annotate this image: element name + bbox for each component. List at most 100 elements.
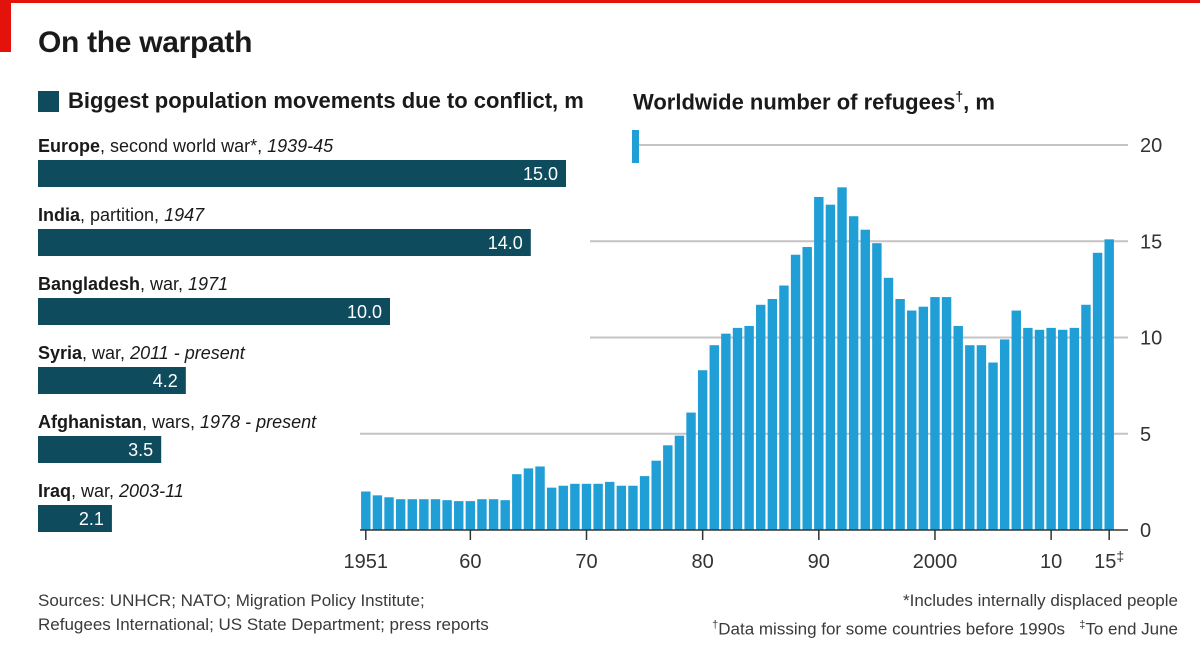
x-tick-label: 2000 — [913, 551, 958, 573]
bar-category-label: Iraq, war, 2003-11 — [38, 481, 184, 501]
right-chart-title: Worldwide number of refugees†, m — [633, 88, 995, 115]
refugee-bar — [419, 499, 429, 530]
refugee-bar — [628, 485, 638, 530]
refugee-bar — [941, 297, 952, 530]
refugee-bar — [407, 499, 417, 530]
footnote-ddagger: ‡ — [1079, 619, 1086, 631]
refugee-bar — [395, 499, 406, 530]
conflict-bar — [38, 229, 531, 256]
x-tick-label: 60 — [459, 551, 481, 573]
x-tick-label: 80 — [692, 551, 714, 573]
conflict-bar — [38, 160, 566, 187]
refugee-bar — [767, 299, 778, 530]
refugee-bar — [442, 500, 452, 530]
footnotes: *Includes internally displaced people †D… — [712, 589, 1178, 642]
conflict-bar — [38, 505, 112, 532]
refugee-bar — [616, 485, 627, 530]
refugee-bar — [546, 487, 557, 530]
conflict-bar-value: 14.0 — [488, 233, 523, 253]
footnote-dagger: † — [712, 619, 719, 631]
refugee-bar — [721, 333, 731, 530]
refugee-bar — [814, 196, 824, 530]
refugee-bar — [802, 247, 812, 530]
refugee-bar — [709, 345, 719, 530]
right-title-dagger: † — [955, 88, 964, 104]
refugee-bar — [1081, 304, 1091, 530]
refugee-bar — [988, 362, 998, 530]
left-legend-label: Biggest population movements due to conf… — [68, 88, 584, 113]
bar-category-label: Syria, war, 2011 - present — [38, 343, 246, 363]
conflict-bar-value: 4.2 — [153, 371, 178, 391]
sources-note: Sources: UNHCR; NATO; Migration Policy I… — [38, 589, 489, 637]
x-tick-label: 90 — [808, 551, 830, 573]
x-tick-label: 15‡ — [1094, 548, 1124, 573]
x-tick-label: 10 — [1040, 551, 1062, 573]
sources-line-1: Sources: UNHCR; NATO; Migration Policy I… — [38, 591, 425, 610]
refugee-bar — [686, 412, 696, 530]
refugee-bar — [732, 327, 743, 530]
refugee-bar — [500, 500, 510, 530]
y-tick-label: 20 — [1140, 135, 1162, 157]
left-legend: Biggest population movements due to conf… — [38, 88, 584, 114]
x-tick-label: 1951 — [344, 551, 389, 573]
refugee-bar — [1011, 310, 1021, 530]
conflict-bar-value: 3.5 — [128, 440, 153, 460]
refugee-bar — [860, 229, 870, 530]
bar-category-label: India, partition, 1947 — [38, 205, 205, 225]
refugee-bar — [512, 474, 522, 530]
refugee-bar — [581, 483, 592, 530]
refugee-bar — [535, 466, 545, 530]
chart-title: On the warpath — [38, 26, 253, 59]
refugee-bar — [825, 204, 836, 531]
refugee-bar — [639, 476, 650, 530]
bar-category-label: Europe, second world war*, 1939-45 — [38, 136, 334, 156]
refugee-bar — [558, 485, 568, 530]
y-tick-label: 5 — [1140, 424, 1151, 446]
refugee-bar — [674, 435, 685, 530]
refugee-bar — [477, 499, 487, 530]
refugee-bar — [372, 495, 383, 530]
refugee-bar — [570, 483, 580, 530]
refugee-bar — [837, 187, 847, 530]
refugee-bar — [790, 254, 801, 530]
conflict-bar — [38, 436, 162, 463]
refugee-bar — [430, 499, 441, 530]
refugee-bar — [907, 310, 917, 530]
y-tick-label: 10 — [1140, 328, 1162, 350]
y-tick-label: 0 — [1140, 520, 1151, 542]
refugee-bar — [454, 501, 464, 530]
refugee-bar — [976, 345, 987, 530]
refugee-bar — [1058, 329, 1068, 530]
refugee-bar — [953, 325, 963, 530]
footnote-data-missing: Data missing for some countries before 1… — [718, 619, 1066, 639]
accent-marker — [632, 130, 639, 163]
refugee-bar — [697, 370, 708, 530]
bar-category-label: Bangladesh, war, 1971 — [38, 274, 228, 294]
bar-category-label: Afghanistan, wars, 1978 - present — [38, 412, 317, 432]
refugee-bar — [744, 325, 754, 530]
refugee-bar — [1023, 327, 1033, 530]
refugee-bar — [930, 297, 940, 530]
conflict-bar-value: 15.0 — [523, 164, 558, 184]
legend-swatch — [38, 90, 59, 112]
refugee-bar — [1092, 252, 1103, 531]
top-rule — [0, 0, 1200, 3]
conflict-bar — [38, 367, 186, 394]
footnote-line-2: †Data missing for some countries before … — [712, 613, 1178, 642]
refugee-bar — [848, 216, 859, 530]
refugee-bar — [779, 285, 789, 530]
conflict-bar-value: 10.0 — [347, 302, 382, 322]
refugee-bar — [1069, 327, 1080, 530]
refugee-bar — [361, 491, 371, 530]
refugee-bar — [1104, 239, 1114, 530]
right-title-main: Worldwide number of refugees — [633, 89, 956, 115]
y-tick-label: 15 — [1140, 231, 1162, 253]
refugee-bar — [918, 306, 929, 530]
refugee-bar — [1046, 327, 1056, 530]
brand-tag — [0, 0, 11, 52]
sources-line-2: Refugees International; US State Departm… — [38, 615, 489, 634]
refugee-bar — [523, 468, 534, 530]
conflict-bar — [38, 298, 390, 325]
conflict-bar-value: 2.1 — [79, 509, 104, 529]
